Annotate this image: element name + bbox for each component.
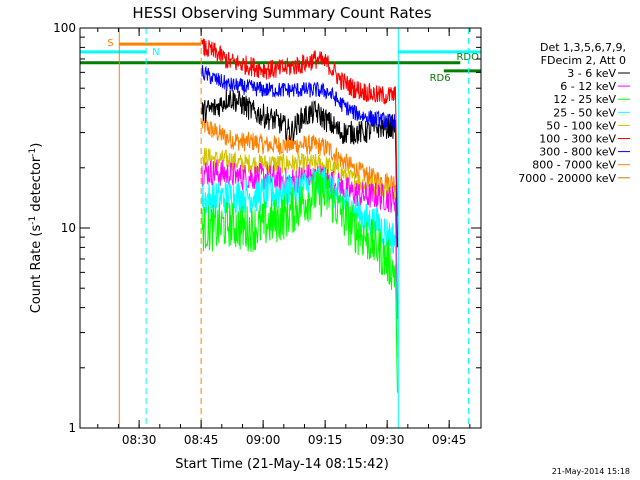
series-line-300-800kev [201, 65, 398, 243]
series-line-3-6kev [201, 89, 398, 248]
legend-header-1: Det 1,3,5,6,7,9, [540, 41, 626, 54]
y-tick-label: 1 [68, 421, 76, 435]
y-axis-label: Count Rate (s-1 detector-1) [28, 143, 44, 314]
y-axis-label-close: ) [29, 143, 44, 148]
y-axis-label-main: Count Rate (s [29, 225, 44, 314]
y-tick-label: 100 [53, 21, 76, 35]
legend: Det 1,3,5,6,7,9, FDecim 2, Att 0 3 - 6 k… [518, 41, 630, 185]
legend-label: 3 - 6 keV [567, 67, 616, 80]
chart-title: HESSI Observing Summary Count Rates [132, 4, 431, 22]
legend-label: 800 - 7000 keV [532, 159, 616, 172]
legend-header-2: FDecim 2, Att 0 [541, 54, 626, 67]
x-tick-label: 09:15 [308, 433, 343, 447]
legend-label: 300 - 800 keV [539, 146, 616, 159]
legend-label: 100 - 300 keV [539, 133, 616, 146]
y-axis-label-tail: detector [29, 156, 44, 216]
x-tick-label: 09:30 [370, 433, 405, 447]
legend-label: 7000 - 20000 keV [518, 172, 616, 185]
series-line-50-100kev [201, 147, 398, 311]
series-layer [201, 38, 398, 393]
x-tick-label: 09:00 [246, 433, 281, 447]
legend-label: 6 - 12 keV [560, 80, 616, 93]
legend-label: 50 - 100 keV [546, 119, 616, 132]
series-line-12-25kev [201, 170, 398, 393]
x-axis: 08:30 08:45 09:00 09:15 09:30 09:45 [97, 28, 471, 447]
x-tick-label: 09:45 [432, 433, 467, 447]
y-axis-label-sup: -1 [28, 216, 38, 225]
flag-label-rd6: RD6 [430, 73, 451, 84]
flags-layer: S N RDO RD6 [80, 38, 481, 84]
series-line-6-12kev [201, 159, 398, 320]
legend-label: 12 - 25 keV [553, 93, 616, 106]
vlines-layer [118, 28, 470, 428]
flag-label-n: N [152, 47, 159, 58]
y-axis: 1 10 100 [53, 21, 481, 435]
x-axis-label: Start Time (21-May-14 08:15:42) [175, 457, 389, 472]
legend-label: 25 - 50 keV [553, 106, 616, 119]
y-axis-label-sup2: -1 [28, 148, 38, 157]
series-line-800-7000kev [201, 115, 398, 303]
timestamp: 21-May-2014 15:18 [552, 467, 630, 476]
x-tick-label: 08:45 [184, 433, 219, 447]
x-tick-label: 08:30 [122, 433, 157, 447]
series-line-100-300kev [201, 38, 398, 216]
y-tick-label: 10 [61, 221, 76, 235]
flag-label-s: S [107, 38, 113, 49]
flag-label-rdo: RDO [456, 52, 479, 63]
